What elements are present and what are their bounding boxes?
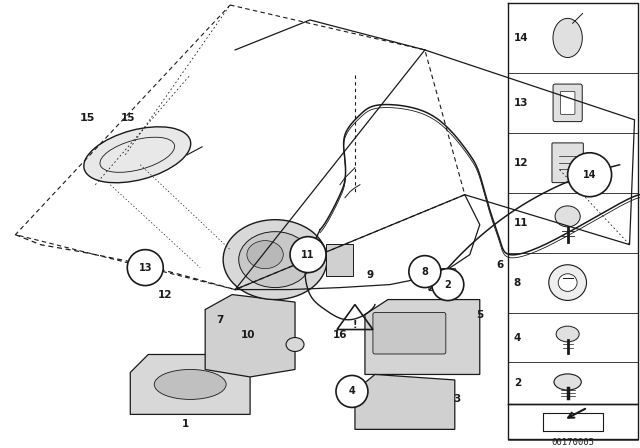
FancyBboxPatch shape: [552, 143, 583, 183]
Text: 8: 8: [421, 267, 428, 276]
Text: !: !: [353, 319, 357, 330]
Ellipse shape: [554, 374, 581, 390]
Ellipse shape: [558, 274, 577, 291]
Ellipse shape: [223, 220, 327, 300]
Ellipse shape: [154, 370, 226, 400]
Text: 2: 2: [514, 379, 521, 388]
Ellipse shape: [553, 18, 582, 57]
Text: 10: 10: [241, 330, 255, 340]
Text: 11: 11: [514, 218, 528, 228]
Text: 3: 3: [453, 394, 460, 405]
Text: 14: 14: [514, 33, 529, 43]
Text: 6: 6: [496, 259, 504, 270]
Circle shape: [336, 375, 368, 407]
Polygon shape: [205, 295, 295, 377]
FancyBboxPatch shape: [429, 269, 456, 291]
Text: 15: 15: [121, 113, 136, 123]
Circle shape: [568, 153, 612, 197]
Text: 2: 2: [444, 280, 451, 289]
Text: 12: 12: [514, 158, 528, 168]
Ellipse shape: [239, 232, 312, 288]
Polygon shape: [365, 300, 480, 375]
Text: 14: 14: [583, 170, 596, 180]
Circle shape: [409, 256, 441, 288]
Ellipse shape: [84, 127, 191, 183]
Text: 13: 13: [514, 98, 528, 108]
Ellipse shape: [247, 241, 284, 269]
Text: 16: 16: [333, 330, 348, 340]
Text: 11: 11: [301, 250, 315, 260]
Ellipse shape: [548, 265, 586, 301]
Text: 1: 1: [182, 419, 189, 429]
FancyBboxPatch shape: [326, 244, 353, 276]
Polygon shape: [131, 354, 250, 414]
Text: 12: 12: [158, 289, 172, 300]
Text: 00170005: 00170005: [551, 438, 594, 447]
Text: 13: 13: [138, 263, 152, 273]
Circle shape: [432, 269, 464, 301]
Text: 7: 7: [216, 314, 224, 324]
Ellipse shape: [286, 337, 304, 352]
Polygon shape: [355, 375, 455, 429]
Circle shape: [127, 250, 163, 285]
Text: 8: 8: [514, 278, 521, 288]
Text: 9: 9: [366, 270, 374, 280]
Text: 15: 15: [79, 113, 95, 123]
FancyBboxPatch shape: [561, 91, 575, 114]
FancyBboxPatch shape: [553, 84, 582, 121]
Text: 4: 4: [349, 387, 355, 396]
Text: 4: 4: [514, 332, 521, 343]
Text: 5: 5: [476, 310, 483, 319]
FancyBboxPatch shape: [373, 313, 446, 354]
Circle shape: [290, 237, 326, 272]
Ellipse shape: [555, 206, 580, 227]
Ellipse shape: [556, 326, 579, 342]
